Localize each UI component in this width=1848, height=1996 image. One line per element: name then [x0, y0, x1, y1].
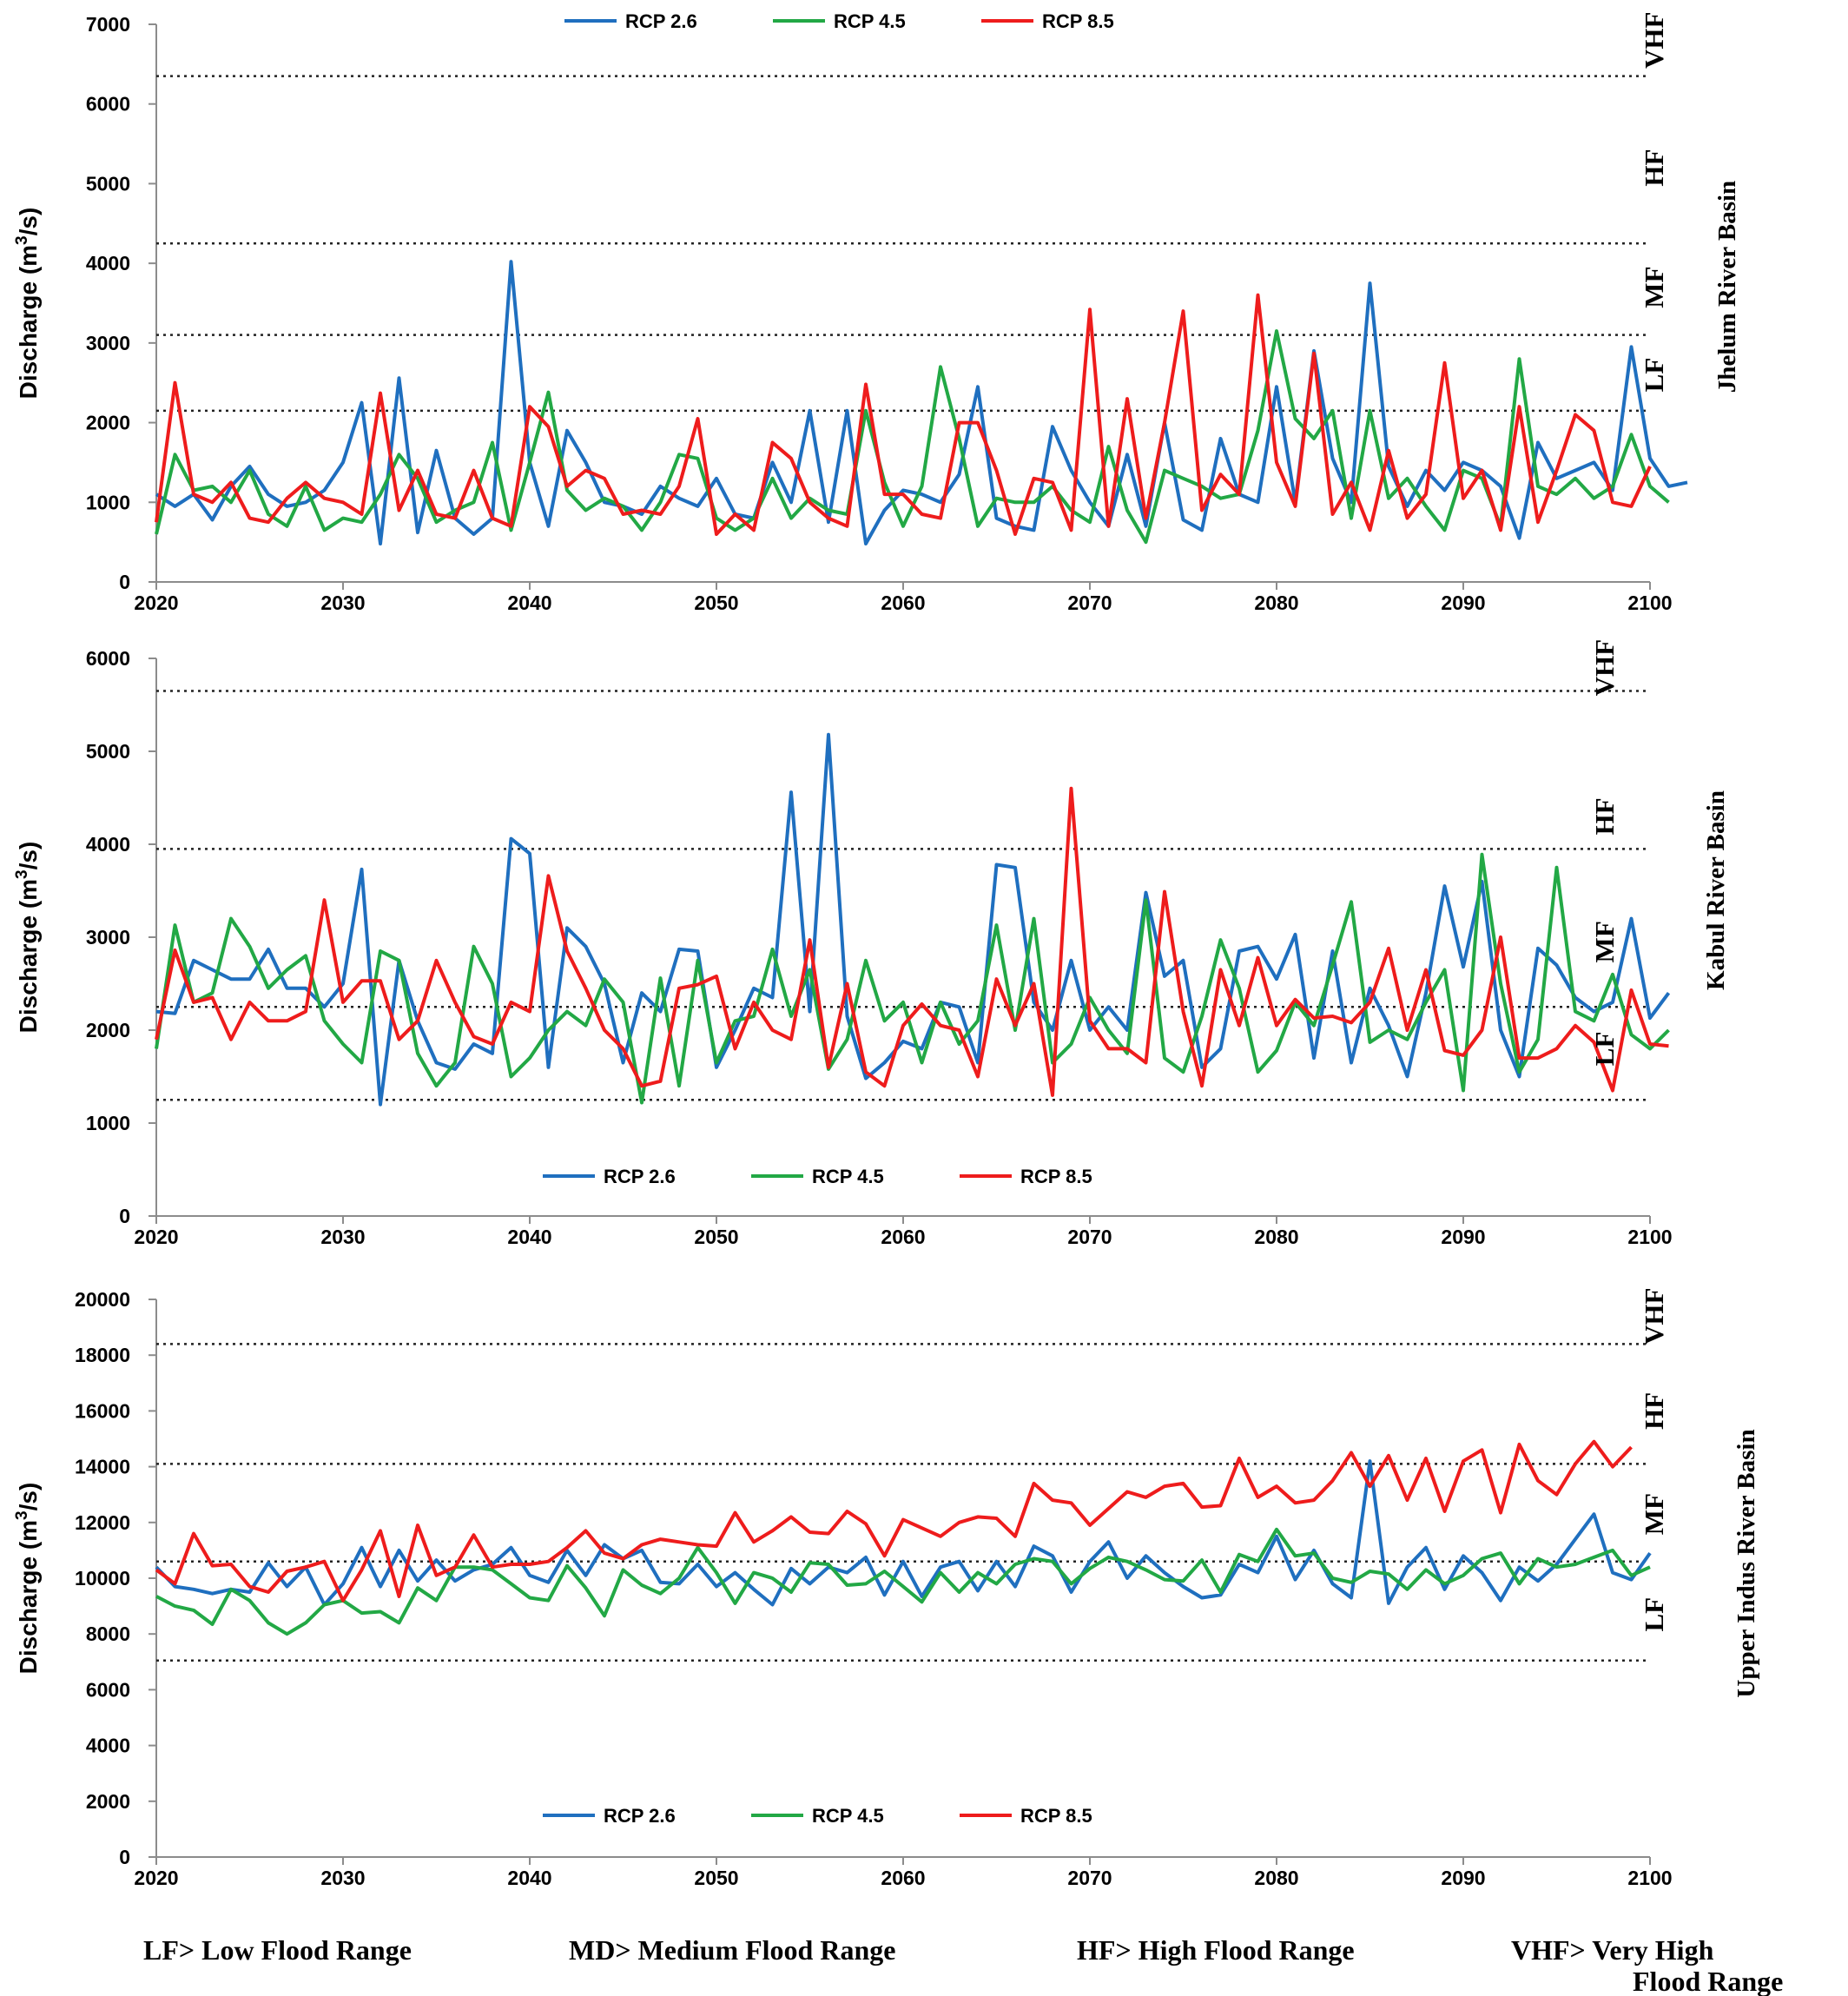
flood-band-label: VHF: [1639, 12, 1669, 69]
x-tick-label: 2050: [694, 1867, 738, 1889]
series-line-rcp85: [155, 293, 1652, 536]
y-axis-label: Discharge (m3/s): [13, 842, 42, 1034]
y-tick-label: 10000: [75, 1567, 130, 1590]
legend-label: RCP 8.5: [1042, 10, 1114, 32]
legend-label: RCP 8.5: [1020, 1805, 1092, 1827]
x-tick-label: 2030: [320, 1226, 365, 1248]
x-tick-label: 2090: [1441, 592, 1485, 614]
y-tick-label: 2000: [86, 1790, 130, 1813]
y-tick-label: 3000: [86, 926, 130, 948]
flood-band-label: HF: [1639, 149, 1669, 187]
x-tick-label: 2060: [881, 592, 925, 614]
x-tick-label: 2030: [320, 1867, 365, 1889]
x-tick-label: 2020: [134, 1867, 178, 1889]
y-tick-label: 0: [119, 1205, 130, 1227]
x-tick-label: 2070: [1067, 592, 1112, 614]
basin-title: Upper Indus River Basin: [1732, 1429, 1760, 1697]
flood-band-label: MF: [1639, 267, 1669, 308]
y-tick-label: 7000: [86, 13, 130, 36]
y-tick-label: 0: [119, 571, 130, 593]
x-tick-label: 2020: [134, 592, 178, 614]
flood-band-label: MF: [1589, 921, 1620, 962]
legend-label: RCP 8.5: [1020, 1166, 1092, 1187]
flood-band-label: LF: [1639, 1597, 1669, 1632]
y-tick-label: 16000: [75, 1399, 130, 1422]
y-tick-label: 8000: [86, 1623, 130, 1645]
y-tick-label: 3000: [86, 332, 130, 354]
x-tick-label: 2090: [1441, 1226, 1485, 1248]
panel-1: 0 1000 2000 3000 4000 5000 6000 7000 2020 2030 204…: [13, 10, 1741, 614]
panel-3: 0 2000 4000 6000 8000 10000 12000 14000 16000 180…: [13, 1288, 1760, 1889]
legend-label: RCP 4.5: [834, 10, 906, 32]
y-tick-label: 6000: [86, 647, 130, 670]
x-tick-label: 2040: [507, 592, 551, 614]
y-tick-label: 0: [119, 1846, 130, 1868]
legend-label: RCP 4.5: [812, 1805, 884, 1827]
x-tick-label: 2070: [1067, 1867, 1112, 1889]
y-axis-label: Discharge (m3/s): [13, 208, 42, 400]
flood-band-label: VHF: [1639, 1288, 1669, 1345]
series-line-rcp26: [155, 260, 1688, 545]
x-tick-label: 2100: [1627, 592, 1672, 614]
series-line-rcp45: [155, 1527, 1651, 1636]
legend-label: RCP 4.5: [812, 1166, 884, 1187]
legend-label: RCP 2.6: [625, 10, 697, 32]
flood-band-label: HF: [1639, 1392, 1669, 1430]
y-tick-label: 4000: [86, 833, 130, 856]
series-line-rcp26: [155, 732, 1671, 1107]
y-tick-label: 12000: [75, 1511, 130, 1534]
flood-band-label: LF: [1589, 1032, 1620, 1067]
x-tick-label: 2090: [1441, 1867, 1485, 1889]
x-tick-label: 2040: [507, 1867, 551, 1889]
x-tick-label: 2060: [881, 1226, 925, 1248]
x-tick-label: 2040: [507, 1226, 551, 1248]
y-tick-label: 4000: [86, 1735, 130, 1757]
basin-title: Jhelum River Basin: [1713, 181, 1741, 393]
x-tick-label: 2080: [1254, 1226, 1298, 1248]
flood-band-label: MF: [1639, 1493, 1669, 1535]
y-tick-label: 1000: [86, 1112, 130, 1134]
flood-band-label: VHF: [1589, 639, 1620, 696]
x-tick-label: 2100: [1627, 1867, 1672, 1889]
series-line-rcp45: [155, 852, 1670, 1105]
x-tick-label: 2080: [1254, 1867, 1298, 1889]
y-axis-label: Discharge (m3/s): [13, 1483, 42, 1675]
legend-label: RCP 2.6: [604, 1805, 676, 1827]
x-tick-label: 2030: [320, 592, 365, 614]
x-tick-label: 2080: [1254, 592, 1298, 614]
y-tick-label: 18000: [75, 1344, 130, 1366]
y-tick-label: 20000: [75, 1288, 130, 1311]
panel-2: 0 1000 2000 3000 4000 5000 6000 2020 2030 2040 205…: [13, 639, 1730, 1248]
y-tick-label: 2000: [86, 412, 130, 434]
basin-title: Kabul River Basin: [1702, 790, 1730, 990]
x-tick-label: 2100: [1627, 1226, 1672, 1248]
y-tick-label: 1000: [86, 491, 130, 513]
x-tick-label: 2060: [881, 1867, 925, 1889]
series-line-rcp26: [155, 1459, 1652, 1607]
y-tick-label: 2000: [86, 1019, 130, 1041]
flood-band-label: HF: [1589, 797, 1620, 835]
x-tick-label: 2020: [134, 1226, 178, 1248]
y-tick-label: 4000: [86, 252, 130, 274]
y-tick-label: 5000: [86, 740, 130, 763]
y-tick-label: 6000: [86, 93, 130, 116]
y-tick-label: 6000: [86, 1678, 130, 1701]
x-tick-label: 2050: [694, 1226, 738, 1248]
flood-band-label: LF: [1639, 358, 1669, 393]
x-tick-label: 2070: [1067, 1226, 1112, 1248]
legend-label: RCP 2.6: [604, 1166, 676, 1187]
y-tick-label: 5000: [86, 172, 130, 195]
y-tick-label: 14000: [75, 1456, 130, 1478]
series-line-rcp85: [155, 786, 1669, 1097]
x-tick-label: 2050: [694, 592, 738, 614]
series-line-rcp85: [155, 1439, 1633, 1603]
